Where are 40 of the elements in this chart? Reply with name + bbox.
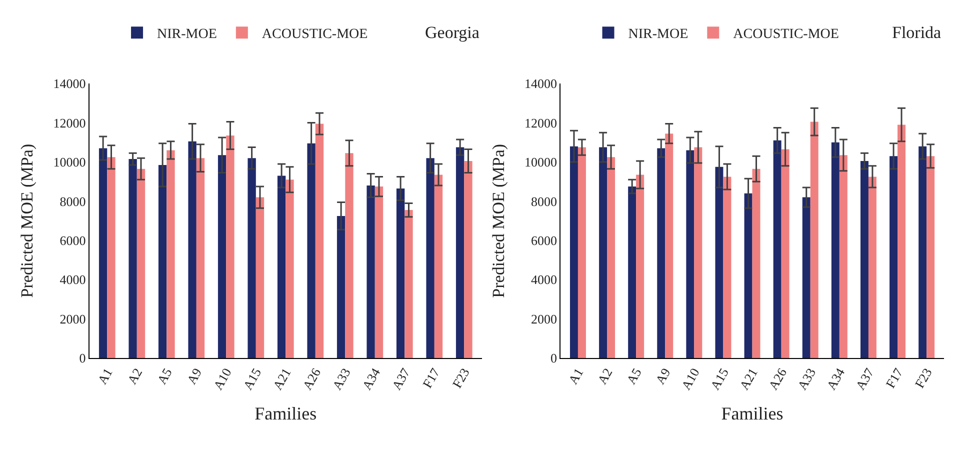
y-tick-label: 0 <box>550 350 557 366</box>
x-tick-label: A5 <box>154 365 175 387</box>
x-tick-label: F23 <box>912 365 935 390</box>
x-tick-label: A2 <box>124 365 146 387</box>
y-tick-label: 0 <box>79 350 86 366</box>
x-tick-label: A21 <box>270 365 294 392</box>
y-tick-label: 2000 <box>530 311 557 326</box>
legend-label: NIR-MOE <box>628 27 688 42</box>
x-tick-label: A21 <box>736 365 760 392</box>
x-tick-label: F17 <box>882 365 906 390</box>
x-tick-label: A1 <box>94 365 116 387</box>
y-tick-label: 6000 <box>530 233 557 248</box>
y-tick-label: 2000 <box>60 311 86 326</box>
chart-title: Georgia <box>425 23 480 42</box>
legend-label: ACOUSTIC-MOE <box>262 27 368 42</box>
y-tick-label: 8000 <box>530 194 557 209</box>
x-tick-label: A9 <box>184 365 205 387</box>
y-tick-label: 14000 <box>524 76 557 92</box>
y-tick-label: 4000 <box>530 272 557 288</box>
y-tick-label: 6000 <box>60 233 86 248</box>
y-tick-label: 8000 <box>60 194 86 209</box>
x-tick-label: F23 <box>449 365 472 390</box>
y-tick-label: 10000 <box>53 154 86 170</box>
x-tick-label: A9 <box>652 365 674 387</box>
chart-title: Florida <box>892 23 942 42</box>
legend-label: ACOUSTIC-MOE <box>733 27 839 42</box>
y-tick-label: 12000 <box>53 115 86 130</box>
y-tick-label: 12000 <box>524 115 557 130</box>
x-tick-label: F17 <box>420 365 443 390</box>
x-tick-label: A2 <box>594 365 616 387</box>
y-tick-label: 14000 <box>53 76 86 92</box>
y-tick-label: 4000 <box>60 272 86 288</box>
y-tick-label: 10000 <box>524 154 557 170</box>
x-axis-title: Families <box>721 403 784 424</box>
y-axis-title: Predicted MOE (MPa) <box>18 144 37 298</box>
x-tick-label: A5 <box>623 365 644 387</box>
x-axis-title: Families <box>254 403 317 424</box>
x-tick-label: A1 <box>565 365 586 387</box>
legend-label: NIR-MOE <box>157 27 217 42</box>
y-axis-title: Predicted MOE (MPa) <box>488 144 508 298</box>
